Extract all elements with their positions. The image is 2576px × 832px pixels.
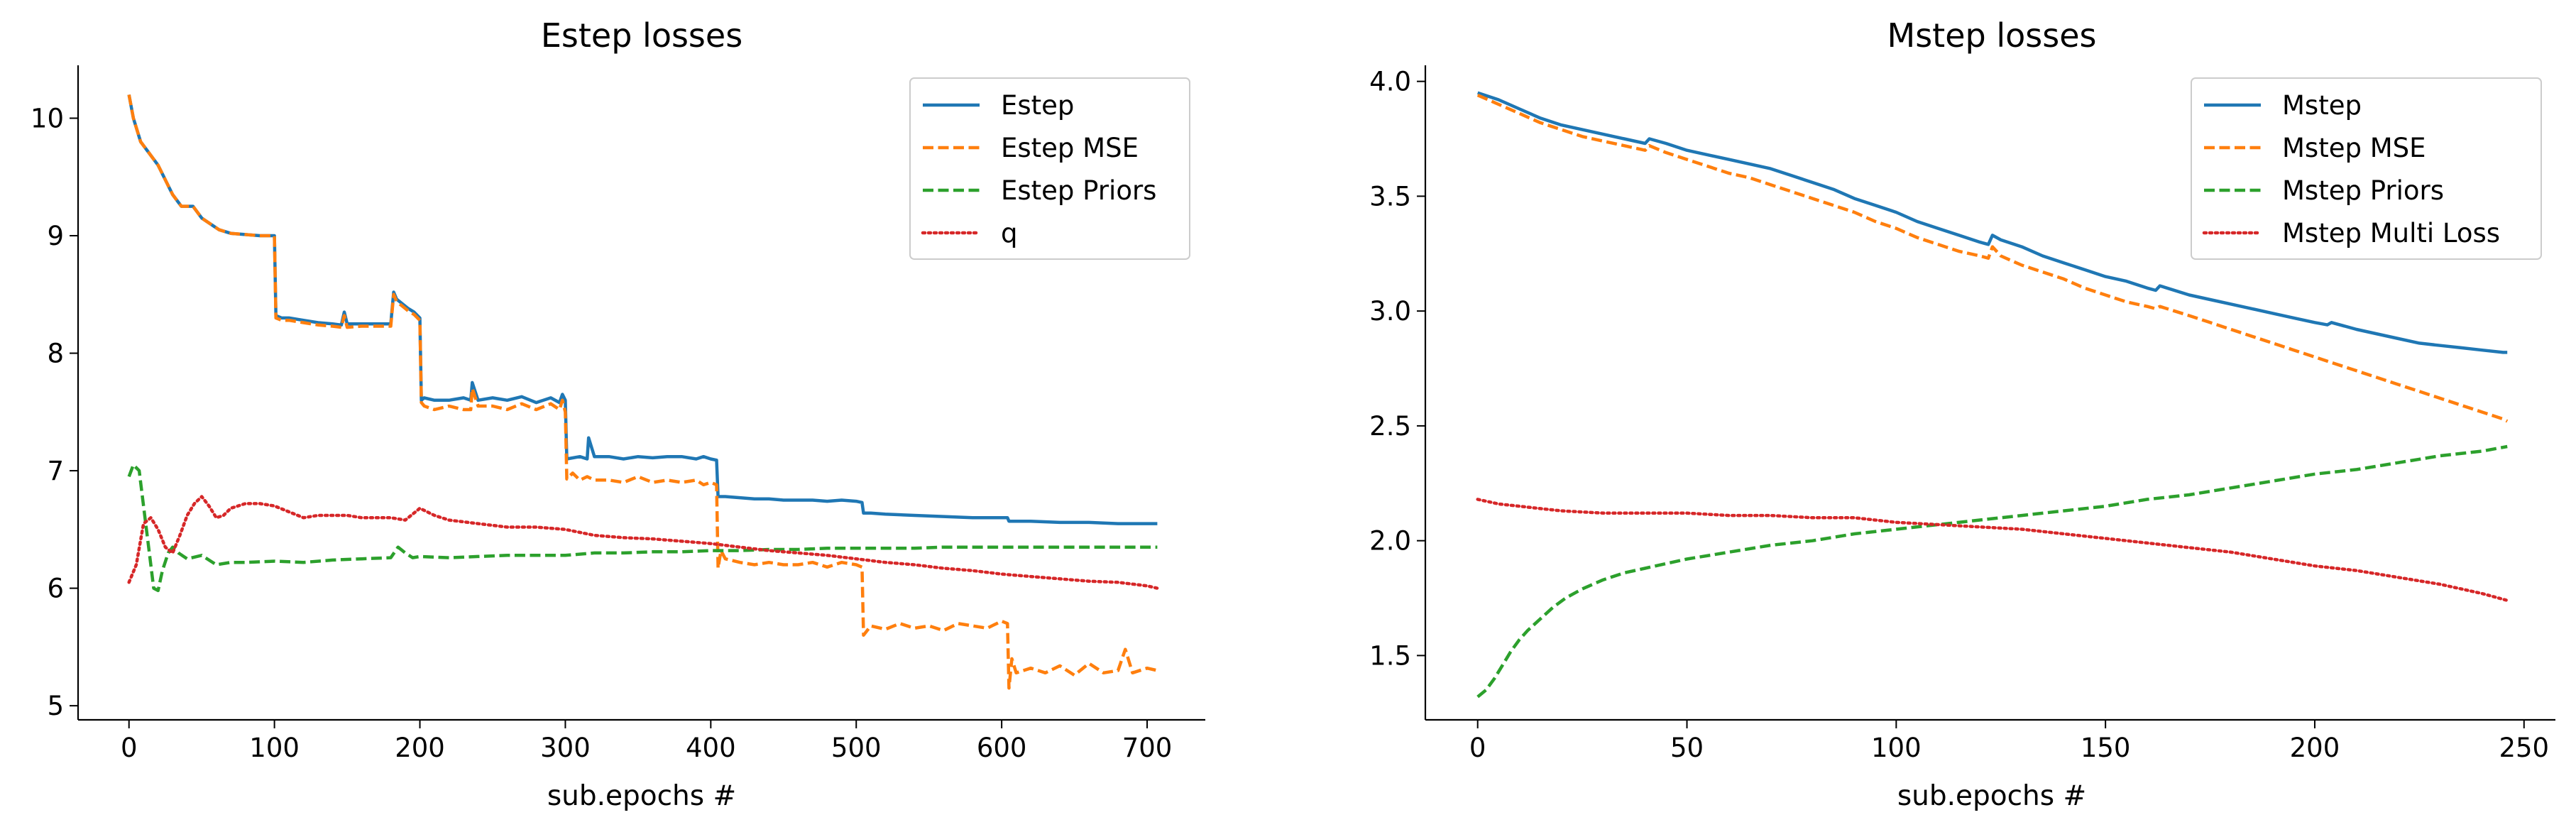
legend-frame <box>2191 77 2542 260</box>
y-tick-label: 1.5 <box>1369 640 1411 671</box>
legend-label: Mstep MSE <box>2282 133 2426 163</box>
y-tick-label: 8 <box>47 339 64 369</box>
legend: Estep Estep MSE Estep Priors q <box>909 77 1190 260</box>
estep-losses-panel: Estep losses sub.epochs # 0 100 200 300 400 5… <box>31 16 1205 812</box>
y-tick-label: 9 <box>47 221 64 251</box>
legend-label: Mstep Priors <box>2282 175 2444 206</box>
x-tick-label: 700 <box>1122 733 1173 763</box>
y-tick-label: 10 <box>31 103 64 133</box>
x-tick-label: 0 <box>1469 733 1486 763</box>
series-line-q <box>127 495 1159 590</box>
x-tick-label: 0 <box>121 733 138 763</box>
legend-label: q <box>1001 218 1018 248</box>
legend-label: Estep MSE <box>1001 133 1139 163</box>
series-line-estep-mse <box>127 94 1158 690</box>
series-line-mstep-priors <box>1476 444 2508 699</box>
y-tick-label: 2.0 <box>1369 526 1411 557</box>
y-tick-label: 6 <box>47 574 64 604</box>
mstep-losses-title: Mstep losses <box>1887 16 2097 55</box>
mstep-losses-panel: Mstep losses sub.epochs # 0 50 100 150 200 25… <box>1369 16 2555 812</box>
x-tick-label: 400 <box>686 733 736 763</box>
y-tick-label: 3.5 <box>1369 181 1411 212</box>
legend-label: Estep <box>1001 90 1074 121</box>
estep-x-axis-label: sub.epochs # <box>547 780 736 812</box>
x-tick-label: 100 <box>249 733 300 763</box>
x-tick-label: 600 <box>977 733 1027 763</box>
x-tick-label: 500 <box>831 733 882 763</box>
y-tick-label: 3.0 <box>1369 296 1411 327</box>
x-tick-label: 50 <box>1670 733 1704 763</box>
y-tick-label: 2.5 <box>1369 411 1411 442</box>
mstep-x-axis-label: sub.epochs # <box>1897 780 2086 812</box>
x-tick-label: 100 <box>1871 733 1922 763</box>
x-tick-label: 150 <box>2081 733 2131 763</box>
estep-losses-title: Estep losses <box>541 16 742 55</box>
legend-frame <box>909 77 1190 260</box>
legend-label: Mstep Multi Loss <box>2282 218 2500 248</box>
legend-label: Estep Priors <box>1001 175 1156 206</box>
series-line-estep <box>127 94 1158 525</box>
legend-label: Mstep <box>2282 90 2362 121</box>
x-tick-label: 200 <box>395 733 445 763</box>
x-tick-label: 300 <box>540 733 591 763</box>
y-tick-label: 4.0 <box>1369 67 1411 97</box>
legend: Mstep Mstep MSE Mstep Priors Mstep Multi Lo… <box>2191 77 2542 260</box>
series-line-mstep-multi-loss <box>1476 498 2509 603</box>
x-tick-label: 250 <box>2499 733 2549 763</box>
series-line-mstep <box>1476 91 2508 354</box>
y-tick-label: 5 <box>47 691 64 721</box>
y-tick-label: 7 <box>47 456 64 486</box>
x-tick-label: 200 <box>2290 733 2340 763</box>
series-line-mstep-mse <box>1476 94 2509 423</box>
